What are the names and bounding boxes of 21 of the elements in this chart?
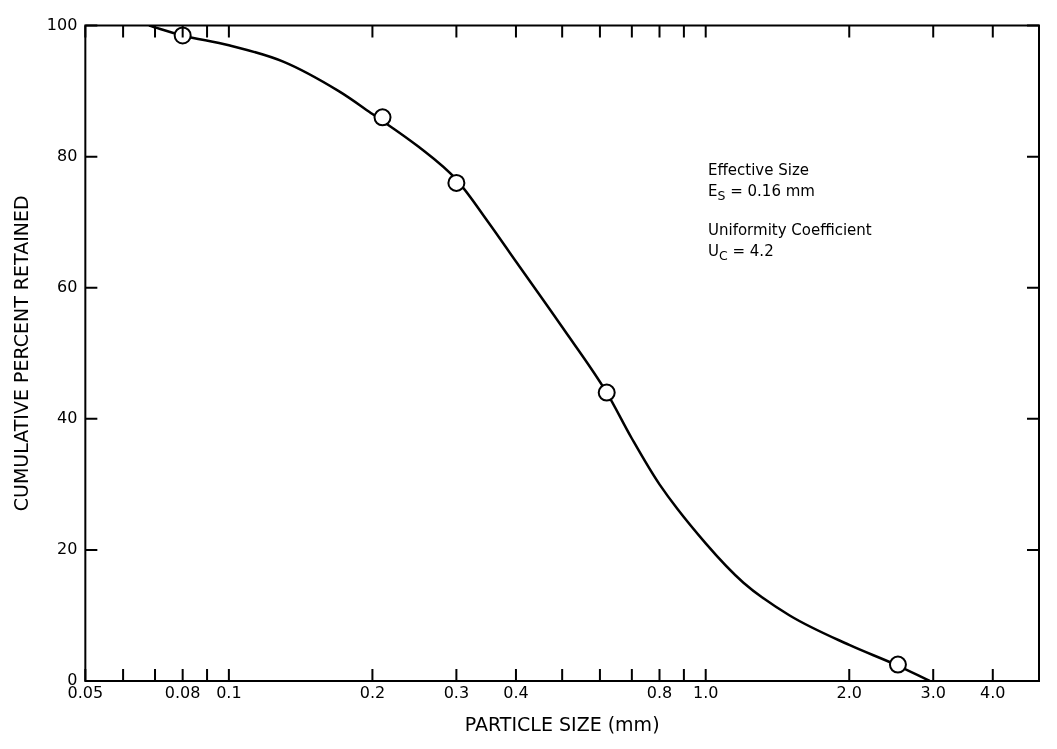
annotation: Effective Size <box>708 160 810 181</box>
x-tick-label: 3.0 <box>920 682 946 702</box>
x-tick-label: 0.4 <box>503 682 529 702</box>
x-tick-label: 0.1 <box>216 682 242 702</box>
y-tick-label: 60 <box>56 276 78 296</box>
x-tick-label: 0.8 <box>646 682 673 702</box>
annotation: Uniformity Coefficient <box>708 220 872 241</box>
x-tick-label: 2.0 <box>836 682 862 702</box>
y-tick-label: 80 <box>56 145 78 165</box>
annotation: E$_{S}$ = 0.16 mm <box>708 181 816 205</box>
x-tick-label: 1.0 <box>692 682 719 702</box>
y-tick-label: 40 <box>56 408 78 427</box>
x-axis-title: PARTICLE SIZE (mm) <box>464 712 660 735</box>
x-tick-label: 0.08 <box>164 682 201 702</box>
y-tick-label: 20 <box>56 539 78 559</box>
y-axis-title: CUMULATIVE PERCENT RETAINED <box>10 195 33 512</box>
x-tick-label: 0.3 <box>443 682 470 702</box>
x-tick-label: 4.0 <box>980 682 1006 702</box>
y-tick-label: 100 <box>46 14 78 34</box>
x-tick-label: 0.2 <box>359 682 386 702</box>
annotation: U$_{C}$ = 4.2 <box>708 241 775 265</box>
